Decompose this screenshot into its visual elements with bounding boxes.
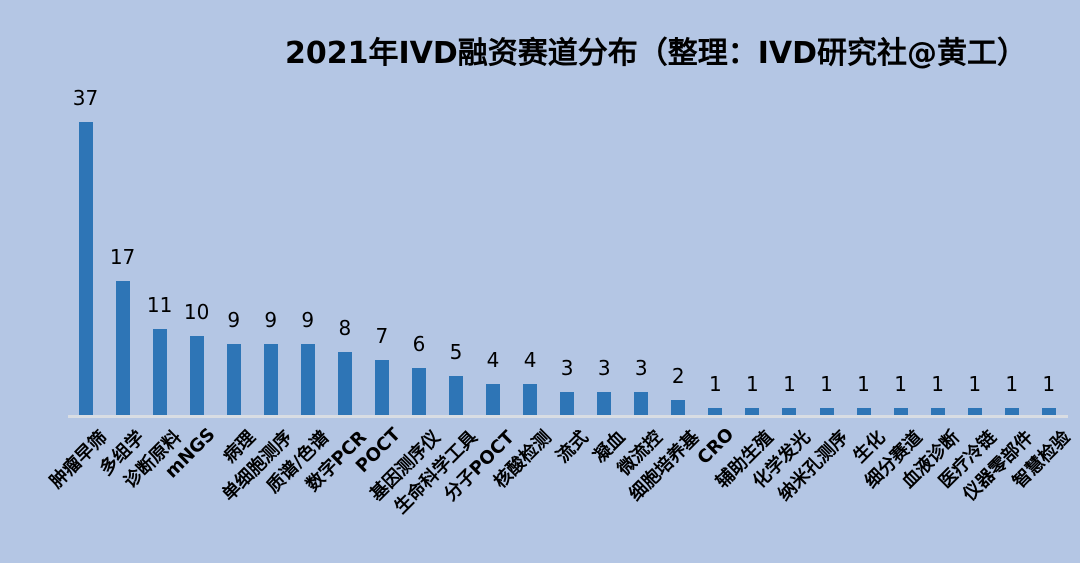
bar-value-label: 2 xyxy=(671,364,685,388)
bar-value-label: 10 xyxy=(183,300,210,324)
bar-value-label: 1 xyxy=(1042,372,1056,396)
x-axis-label: 流式 xyxy=(552,426,593,468)
bar-value-label: 1 xyxy=(857,372,870,396)
bar-value-label: 17 xyxy=(109,245,136,269)
bar xyxy=(967,408,982,416)
bar-value-label: 9 xyxy=(227,308,241,332)
bar xyxy=(597,392,612,416)
chart-title: 2021年IVD融资赛道分布（整理：IVD研究社@黄工） xyxy=(284,36,1028,71)
bar xyxy=(300,344,315,416)
bar xyxy=(671,400,686,416)
bar-value-label: 4 xyxy=(486,348,500,372)
bar-value-label: 3 xyxy=(560,356,574,380)
bar xyxy=(819,408,834,416)
bar-value-label: 1 xyxy=(708,372,722,396)
bar-value-label: 9 xyxy=(264,308,278,332)
bar xyxy=(560,392,575,416)
bar-value-label: 3 xyxy=(634,356,648,380)
bar xyxy=(782,408,797,416)
bar xyxy=(263,344,278,416)
bar-value-label: 4 xyxy=(523,348,537,372)
bar xyxy=(708,408,723,416)
x-axis-line xyxy=(68,415,1068,418)
bar-value-label: 1 xyxy=(1005,372,1019,396)
bar-value-label: 1 xyxy=(746,372,759,396)
bar xyxy=(78,122,93,416)
bar xyxy=(449,376,463,416)
bar-value-label: 37 xyxy=(72,86,99,110)
bar xyxy=(523,384,538,416)
bar xyxy=(930,408,945,416)
bar xyxy=(634,392,649,416)
bar-value-label: 3 xyxy=(597,356,611,380)
bar-value-label: 11 xyxy=(146,293,173,317)
bar xyxy=(1041,408,1056,416)
bar xyxy=(856,408,871,416)
bar xyxy=(374,360,389,416)
bar xyxy=(337,352,352,416)
bar-value-label: 8 xyxy=(338,316,352,340)
bar xyxy=(152,329,167,416)
bar xyxy=(1004,408,1019,416)
bar-value-label: 9 xyxy=(301,308,315,332)
bar-value-label: 1 xyxy=(894,372,907,396)
bar-value-label: 1 xyxy=(931,372,944,396)
bar-value-label: 5 xyxy=(449,340,463,364)
bar xyxy=(893,408,908,416)
bar-value-label: 1 xyxy=(783,372,796,396)
bar-value-label: 7 xyxy=(375,324,389,348)
bar-value-label: 1 xyxy=(820,372,833,396)
bar xyxy=(226,344,241,416)
bar xyxy=(486,384,501,416)
bar-value-label: 6 xyxy=(412,332,426,356)
bar xyxy=(745,408,760,416)
bar xyxy=(115,281,130,416)
bar-value-label: 1 xyxy=(968,372,982,396)
bar xyxy=(411,368,426,416)
bar xyxy=(189,336,204,416)
